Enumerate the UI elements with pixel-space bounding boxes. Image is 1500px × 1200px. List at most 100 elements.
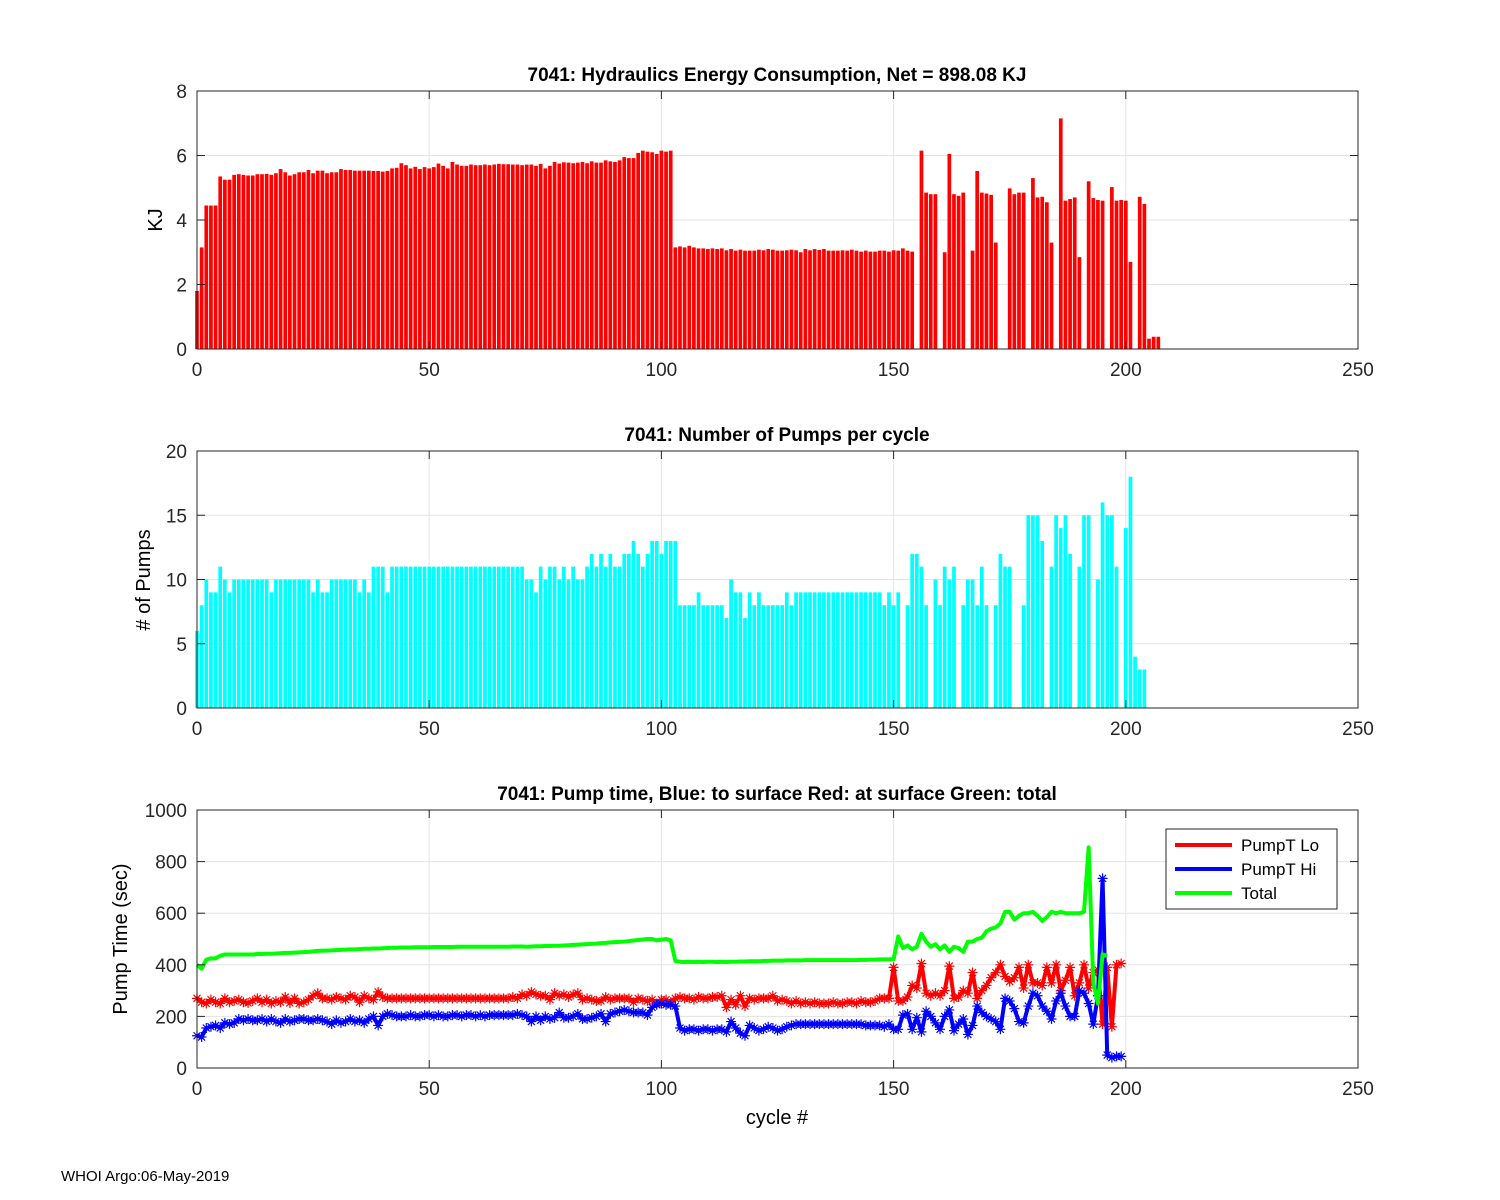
- bar: [868, 592, 873, 708]
- bar: [459, 165, 464, 349]
- bar: [510, 566, 515, 708]
- bar: [334, 172, 339, 349]
- bar: [366, 592, 371, 708]
- point-pumpt-lo: [628, 997, 639, 1008]
- point-pumpt-hi: [874, 1020, 885, 1031]
- bar: [413, 166, 418, 349]
- bar: [376, 170, 380, 349]
- energy-chart: 7041: Hydraulics Energy Consumption, Net…: [145, 65, 1374, 381]
- bar: [199, 605, 204, 708]
- point-pumpt-hi: [517, 1010, 528, 1021]
- bar: [483, 164, 487, 349]
- pumps-chart-ylabel: # of Pumps: [133, 529, 155, 630]
- bar: [232, 579, 237, 708]
- point-pumpt-hi: [1023, 1001, 1034, 1012]
- point-pumpt-lo: [312, 988, 323, 999]
- bar: [966, 579, 970, 708]
- point-pumpt-lo: [809, 997, 820, 1008]
- bar: [701, 605, 706, 708]
- point-pumpt-hi: [976, 1007, 987, 1018]
- x-tick-label: 50: [419, 719, 440, 740]
- bar: [636, 152, 641, 349]
- point-pumpt-hi: [670, 1001, 681, 1012]
- point-pumpt-lo: [688, 994, 699, 1005]
- point-pumpt-lo: [781, 995, 792, 1006]
- point-pumpt-lo: [883, 993, 894, 1004]
- point-pumpt-lo: [1074, 977, 1085, 988]
- point-pumpt-lo: [368, 994, 379, 1005]
- bar: [315, 170, 320, 349]
- bar: [901, 248, 905, 349]
- point-pumpt-hi: [1083, 998, 1094, 1009]
- energy-chart-axes: [196, 90, 1359, 350]
- x-tick-label: 0: [192, 1079, 203, 1100]
- point-pumpt-lo: [948, 993, 959, 1004]
- bar: [747, 250, 752, 349]
- point-pumpt-hi: [1046, 1013, 1057, 1024]
- point-pumpt-hi: [739, 1030, 750, 1041]
- bar: [1003, 566, 1007, 708]
- point-pumpt-lo: [726, 994, 737, 1005]
- bar: [1031, 178, 1035, 349]
- bar: [1086, 515, 1091, 708]
- bar: [325, 173, 329, 349]
- point-pumpt-lo: [828, 997, 839, 1008]
- point-pumpt-hi: [196, 1032, 207, 1043]
- bar: [808, 592, 812, 708]
- point-pumpt-hi: [549, 1012, 560, 1023]
- point-pumpt-lo: [517, 989, 528, 1000]
- bar: [738, 249, 743, 349]
- point-pumpt-lo: [252, 993, 263, 1004]
- bar: [274, 173, 278, 349]
- point-pumpt-hi: [1106, 1052, 1117, 1063]
- bar: [1133, 656, 1137, 708]
- point-pumpt-hi: [944, 1004, 955, 1015]
- point-pumpt-lo: [637, 994, 648, 1005]
- bar: [362, 579, 367, 708]
- bar: [701, 248, 706, 349]
- bar: [770, 605, 775, 708]
- bar: [678, 605, 682, 708]
- point-pumpt-lo: [791, 995, 802, 1006]
- bar: [863, 592, 868, 708]
- pumptime-chart: 7041: Pump time, Blue: to surface Red: a…: [110, 784, 1374, 1129]
- bar: [794, 592, 798, 708]
- point-pumpt-lo: [243, 997, 254, 1008]
- bar: [343, 170, 348, 349]
- legend-label-total: Total: [1241, 884, 1277, 903]
- point-pumpt-lo: [944, 961, 955, 972]
- bar: [970, 250, 975, 349]
- bar: [418, 169, 422, 349]
- bar: [594, 566, 599, 708]
- bar: [757, 249, 761, 349]
- bar: [1123, 200, 1128, 349]
- bar: [552, 161, 557, 349]
- bar: [784, 592, 789, 708]
- bar: [780, 605, 785, 708]
- bar: [445, 566, 450, 708]
- point-pumpt-hi: [925, 1011, 936, 1022]
- bar: [404, 566, 408, 708]
- bar: [450, 161, 455, 349]
- point-pumpt-hi: [512, 1008, 523, 1019]
- bar: [952, 566, 956, 708]
- point-pumpt-hi: [335, 1017, 346, 1028]
- point-pumpt-lo: [1060, 975, 1071, 986]
- bar: [705, 249, 710, 349]
- point-pumpt-lo: [995, 959, 1006, 970]
- energy-chart-bars: [195, 118, 1161, 349]
- point-pumpt-lo: [572, 988, 583, 999]
- point-pumpt-hi: [721, 1026, 732, 1037]
- bar: [710, 605, 715, 708]
- bar: [812, 249, 817, 349]
- bar: [209, 205, 213, 349]
- bar: [617, 566, 622, 708]
- point-pumpt-hi: [243, 1013, 254, 1024]
- pumptime-chart-axes: [196, 809, 1359, 1069]
- point-pumpt-hi: [257, 1013, 268, 1024]
- point-pumpt-hi: [452, 1010, 463, 1021]
- point-pumpt-hi: [1009, 1003, 1020, 1014]
- point-pumpt-hi: [1032, 990, 1043, 1001]
- bar: [1058, 528, 1063, 708]
- bar: [640, 566, 645, 708]
